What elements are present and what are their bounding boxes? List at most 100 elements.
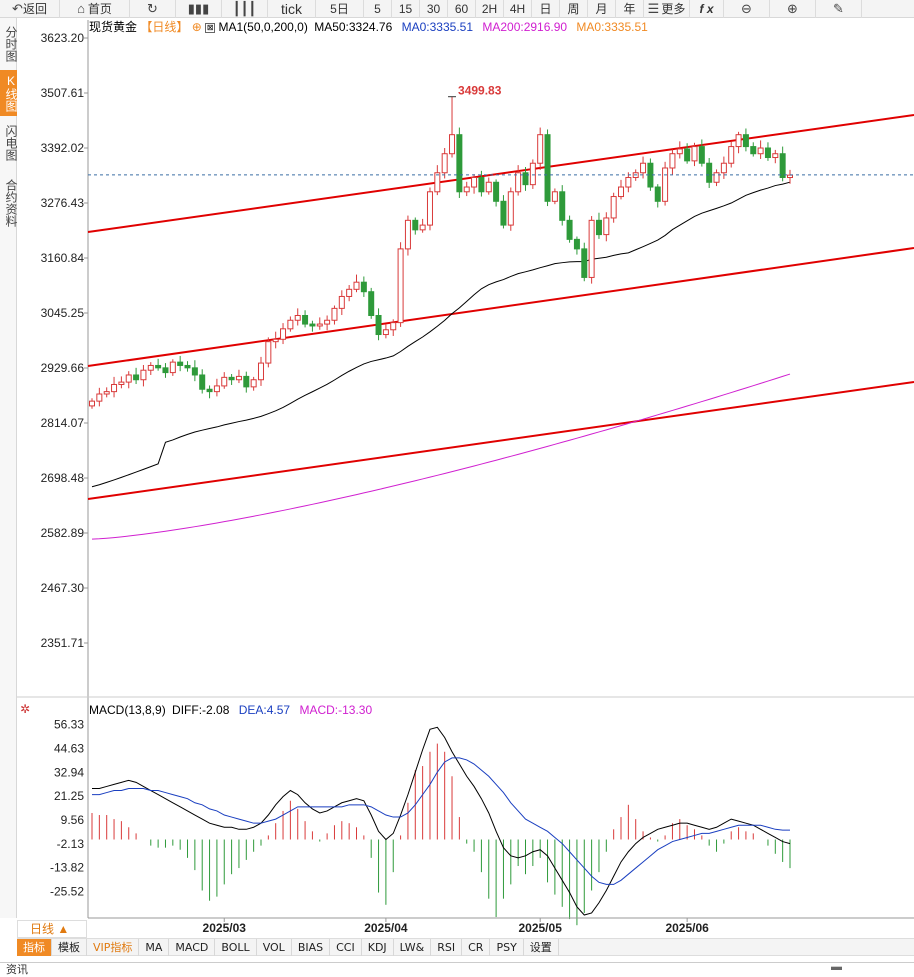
candle-body — [566, 219, 573, 240]
zoom-in-icon: ⊕ — [787, 0, 798, 16]
macd-name[interactable]: MACD(13,8,9) — [89, 703, 166, 717]
period-button[interactable]: 年 — [616, 0, 644, 18]
period-button[interactable]: 60 — [448, 0, 476, 18]
candle-body — [684, 148, 691, 162]
zoom-in-button[interactable]: ⊕ — [770, 0, 816, 18]
collapse-icon[interactable]: ▬ — [831, 961, 842, 973]
candle-body — [588, 219, 595, 278]
period-button[interactable]: 日 — [532, 0, 560, 18]
macd-panel: 56.33 44.63 32.94 21.25 9.56 -2.13 -13.82 -25.5… — [17, 696, 914, 926]
candle-body — [221, 376, 228, 387]
y-tick-label: 2582.89 — [41, 526, 85, 540]
period-button[interactable]: 5 — [364, 0, 392, 18]
tick-button[interactable]: tick — [268, 0, 316, 18]
candle-body — [360, 281, 367, 293]
macd-tick-label: 21.25 — [54, 789, 84, 803]
indicator-tab[interactable]: BOLL — [215, 939, 257, 956]
draw-tool-button[interactable]: ✎ — [816, 0, 862, 18]
indicator-tab[interactable]: 模板 — [52, 939, 87, 956]
candle-body — [676, 148, 683, 155]
diff-value: DIFF:-2.08 — [172, 703, 230, 717]
candle-body — [228, 376, 235, 381]
candle-body — [257, 362, 264, 381]
indicator-tab[interactable]: LW& — [394, 939, 432, 956]
candle-body — [191, 367, 198, 376]
candle-body — [368, 291, 375, 316]
candle-body — [199, 374, 206, 390]
refresh-button[interactable]: ↻ — [130, 0, 176, 18]
period-button[interactable]: 15 — [392, 0, 420, 18]
y-tick-label: 3392.02 — [41, 141, 85, 155]
indicator-tab[interactable]: PSY — [490, 939, 524, 956]
indicator-tab[interactable]: MACD — [169, 939, 216, 956]
tab-kline[interactable]: K线图 — [0, 70, 18, 116]
candle-body — [235, 375, 242, 381]
candle-body — [272, 338, 279, 343]
home-button[interactable]: ⌂ 首页 — [60, 0, 130, 18]
period-button[interactable]: 周 — [560, 0, 588, 18]
candle-body — [162, 367, 169, 374]
candle-body — [669, 153, 676, 169]
candle-body — [147, 364, 154, 371]
candle-body — [338, 295, 345, 309]
candle-body — [441, 153, 448, 174]
zoom-out-button[interactable]: ⊖ — [724, 0, 770, 18]
moving-averages — [91, 181, 791, 540]
news-label[interactable]: 资讯 — [6, 964, 28, 976]
candle-body — [500, 200, 507, 226]
add-icon[interactable]: ⊕ — [191, 20, 202, 34]
ma50-line — [91, 181, 791, 488]
period-badge: 【日线】 — [140, 20, 189, 34]
time-axis: 2025/03 2025/04 2025/05 2025/06 — [88, 917, 914, 935]
candle-body — [757, 147, 764, 155]
candle-body — [618, 186, 625, 198]
period-button[interactable]: 2H — [476, 0, 504, 18]
indicator-tab[interactable]: RSI — [431, 939, 463, 956]
price-chart[interactable]: 3623.20 3507.61 3392.02 3276.43 3160.84 3045.… — [0, 0, 914, 938]
candle-body — [750, 146, 757, 155]
macd-tick-label: -2.13 — [57, 837, 85, 851]
indicator-tab[interactable]: BIAS — [292, 939, 331, 956]
y-tick-label: 3276.43 — [41, 196, 85, 210]
more-button[interactable]: ☰ 更多 — [644, 0, 690, 18]
candle-body — [456, 134, 463, 193]
bar-chart-button[interactable]: ▮▮▮ — [176, 0, 222, 18]
macd-settings-icon[interactable]: ✲ — [20, 702, 31, 716]
tab-flash-chart[interactable]: 闪电图 — [4, 125, 18, 161]
view-sidebar: 分时图 K线图 闪电图 合约资料 — [0, 18, 18, 918]
formula-button[interactable]: f x — [690, 0, 724, 18]
candlestick-button[interactable]: ┃┃┃ — [222, 0, 268, 18]
period-button[interactable]: 5日 — [316, 0, 364, 18]
indicator-tab[interactable]: 指标 — [17, 939, 52, 956]
period-button[interactable]: 月 — [588, 0, 616, 18]
period-button[interactable]: 30 — [420, 0, 448, 18]
candle-body — [96, 393, 103, 402]
back-button[interactable]: ↶ 返回 — [0, 0, 60, 18]
indicator-toggle-icon[interactable]: ⊠ — [205, 22, 216, 33]
trendline-lower — [87, 381, 914, 500]
y-tick-label: 2467.30 — [41, 581, 85, 595]
indicator-tab[interactable]: CR — [462, 939, 491, 956]
top-toolbar: ↶ 返回 ⌂ 首页 ↻ ▮▮▮ ┃┃┃ tick 5日 5 15 30 60 2H 4H 日周… — [0, 0, 914, 18]
candle-body — [691, 146, 698, 162]
period-button[interactable]: 4H — [504, 0, 532, 18]
home-icon: ⌂ — [77, 1, 85, 16]
indicator-tab[interactable]: MA — [139, 939, 170, 956]
candle-body — [698, 146, 705, 164]
candle-body — [559, 191, 566, 221]
candle-body — [287, 319, 294, 330]
candle-body — [140, 369, 147, 381]
indicator-name[interactable]: MA1(50,0,200,0) — [218, 20, 308, 34]
candle-body — [390, 322, 397, 331]
period-selector[interactable]: 日线 ▲ — [17, 920, 87, 938]
back-arrow-icon: ↶ — [12, 0, 23, 16]
indicator-tab[interactable]: 设置 — [524, 939, 559, 956]
indicator-tab[interactable]: VOL — [257, 939, 292, 956]
indicator-tab[interactable]: KDJ — [362, 939, 394, 956]
tab-contract-info[interactable]: 合约资料 — [4, 179, 18, 227]
tab-timeshare[interactable]: 分时图 — [4, 26, 18, 62]
price-axis: 3623.20 3507.61 3392.02 3276.43 3160.84 3045.… — [41, 31, 85, 650]
indicator-tab[interactable]: VIP指标 — [87, 939, 140, 956]
y-tick-label: 2814.07 — [41, 416, 85, 430]
indicator-tab[interactable]: CCI — [330, 939, 362, 956]
